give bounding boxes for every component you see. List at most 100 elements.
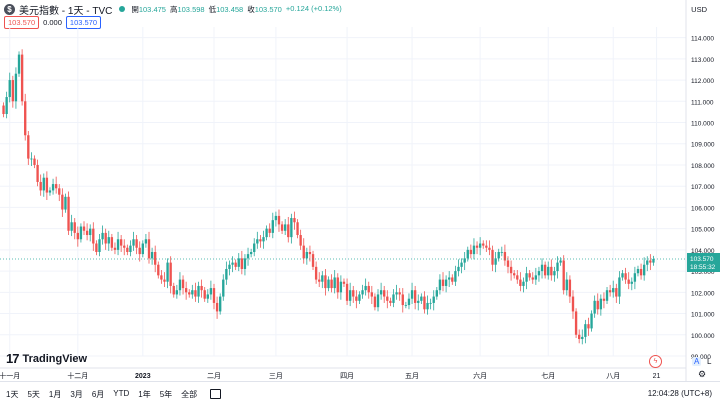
candle-body: [49, 190, 51, 192]
candle-body: [281, 224, 283, 230]
candle-body: [207, 294, 209, 298]
candle-body: [479, 244, 481, 248]
candle-body: [244, 258, 246, 269]
calendar-icon[interactable]: [210, 389, 221, 399]
x-tick-label: 四月: [340, 372, 354, 380]
candle-body: [139, 248, 141, 254]
candle-body: [241, 258, 243, 269]
candle-body: [606, 290, 608, 301]
candle-body: [321, 275, 323, 281]
candle-body: [445, 280, 447, 286]
candle-body: [101, 233, 103, 239]
log-scale-button[interactable]: L: [707, 357, 711, 366]
candle-body: [600, 299, 602, 310]
candle-body: [74, 222, 76, 233]
candle-body: [473, 246, 475, 254]
candle-body: [216, 303, 218, 311]
candle-body: [80, 227, 82, 240]
candle-body: [559, 260, 561, 262]
price-chart[interactable]: 99.000 100.000 101.000 102.000 103.000 104.00…: [0, 0, 720, 381]
y-tick-label: 113.000: [691, 57, 714, 64]
candle-body: [457, 267, 459, 271]
candle-body: [429, 303, 431, 304]
y-tick-label: 102.000: [691, 290, 715, 297]
y-tick-label: 101.000: [691, 312, 715, 319]
candle-body: [324, 275, 326, 288]
candle-body: [392, 294, 394, 302]
timeframe-1y[interactable]: 1年: [138, 389, 150, 400]
candle-body: [269, 229, 271, 233]
clock[interactable]: 12:04:28 (UTC+8): [648, 389, 712, 398]
candle-body: [27, 135, 29, 158]
candle-body: [646, 260, 648, 264]
candle-body: [70, 222, 72, 230]
candle-body: [303, 246, 305, 259]
timeframe-6m[interactable]: 6月: [92, 389, 104, 400]
candle-body: [120, 239, 122, 245]
candle-body: [67, 197, 69, 231]
candle-body: [519, 280, 521, 286]
y-tick-label: 109.000: [691, 142, 715, 149]
candle-body: [476, 246, 478, 248]
timeframe-1m[interactable]: 1月: [49, 389, 61, 400]
candle-body: [231, 263, 233, 265]
candle-body: [334, 277, 336, 288]
candle-body: [197, 286, 199, 297]
timeframe-all[interactable]: 全部: [181, 389, 197, 400]
timeframe-ytd[interactable]: YTD: [113, 389, 129, 400]
timeframe-5d[interactable]: 5天: [27, 389, 39, 400]
candle-body: [563, 260, 565, 290]
candle-body: [352, 290, 354, 296]
candle-body: [52, 184, 54, 190]
candle-body: [204, 290, 206, 298]
candle-body: [89, 229, 91, 235]
candle-body: [525, 273, 527, 281]
candle-body: [126, 248, 128, 252]
candle-body: [256, 239, 258, 243]
x-tick-label: 二月: [207, 372, 221, 380]
candle-body: [649, 260, 651, 262]
candle-body: [188, 292, 190, 294]
candle-body: [417, 301, 419, 303]
x-tick-label: 八月: [606, 372, 620, 380]
candle-body: [213, 288, 215, 303]
last-price-countdown: 18:55:32: [690, 264, 716, 271]
candle-body: [593, 301, 595, 314]
candle-body: [371, 292, 373, 296]
candle-body: [327, 280, 329, 288]
candle-body: [176, 290, 178, 294]
candle-body: [377, 294, 379, 307]
candle-body: [114, 248, 116, 250]
candle-body: [578, 335, 580, 339]
candle-body: [132, 239, 134, 245]
candle-body: [12, 80, 14, 101]
candle-body: [95, 244, 97, 252]
last-price-value: 103.570: [690, 256, 714, 263]
candle-body: [566, 280, 568, 291]
candle-body: [572, 297, 574, 312]
candle-body: [467, 250, 469, 258]
candle-body: [179, 280, 181, 291]
x-tick-label: 十二月: [67, 371, 88, 380]
candle-body: [55, 184, 57, 188]
candle-body: [290, 218, 292, 237]
candle-body: [426, 303, 428, 309]
candle-body: [615, 288, 617, 296]
lightning-icon[interactable]: ϟ: [649, 355, 662, 368]
candle-body: [182, 280, 184, 288]
y-tick-label: 112.000: [691, 78, 714, 85]
timeframe-5y[interactable]: 5年: [160, 389, 172, 400]
timeframe-3m[interactable]: 3月: [70, 389, 82, 400]
candle-body: [287, 224, 289, 237]
candle-body: [405, 305, 407, 306]
candle-body: [389, 301, 391, 303]
candle-body: [538, 271, 540, 275]
candle-body: [355, 297, 357, 301]
y-tick-label: 110.000: [691, 121, 714, 128]
gear-icon[interactable]: ⚙: [698, 369, 706, 380]
timeframe-1d[interactable]: 1天: [6, 389, 18, 400]
candle-body: [154, 252, 156, 265]
auto-scale-button[interactable]: A: [692, 357, 701, 366]
x-tick-label: 七月: [541, 371, 555, 380]
candle-body: [374, 297, 376, 308]
